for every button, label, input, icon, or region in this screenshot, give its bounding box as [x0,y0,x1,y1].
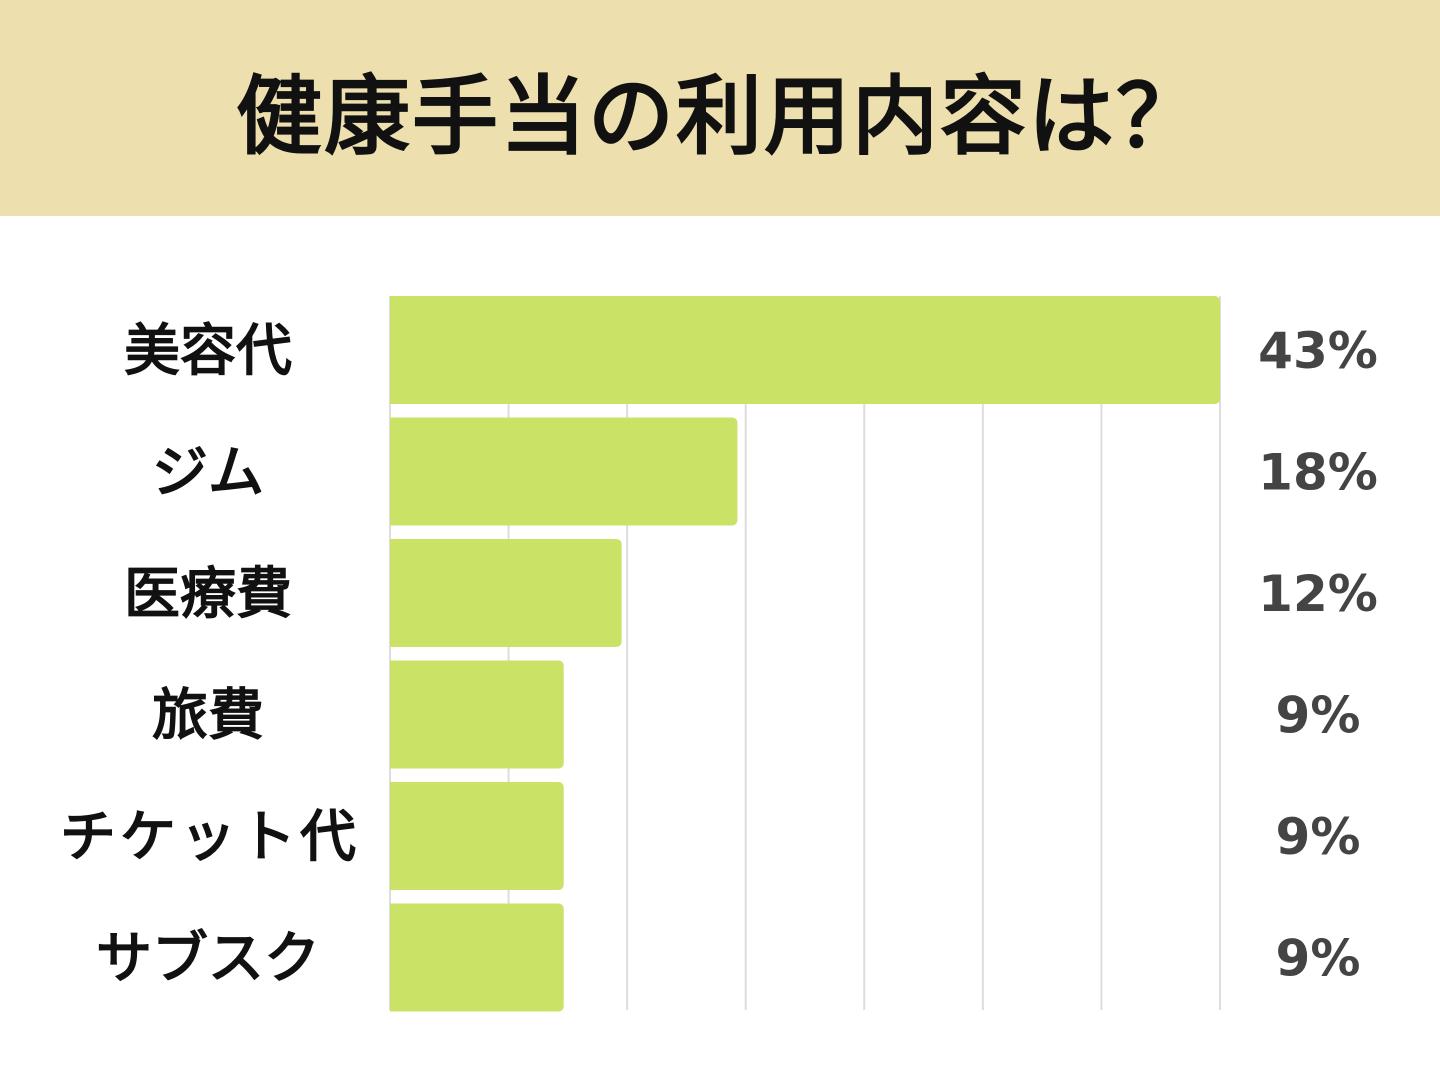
value-label: 9% [1276,687,1361,745]
bar [390,782,564,890]
bar [390,539,622,647]
value-label: 9% [1276,808,1361,866]
category-label: 医療費 [124,562,292,627]
value-label: 9% [1276,930,1361,988]
bar [390,417,738,526]
category-label: ジム [152,441,264,506]
value-label: 12% [1258,565,1378,623]
value-label: 43% [1258,322,1378,380]
value-label: 18% [1258,444,1378,502]
bar [390,296,1220,404]
category-label: チケット代 [60,805,356,870]
bar [390,903,564,1012]
category-label: サブスク [96,927,320,992]
chart-title: 健康手当の利用内容は？ [236,66,1204,167]
bar [390,660,564,769]
title-banner: 健康手当の利用内容は？ [0,0,1440,216]
category-label: 旅費 [152,684,264,749]
category-label: 美容代 [124,319,292,384]
